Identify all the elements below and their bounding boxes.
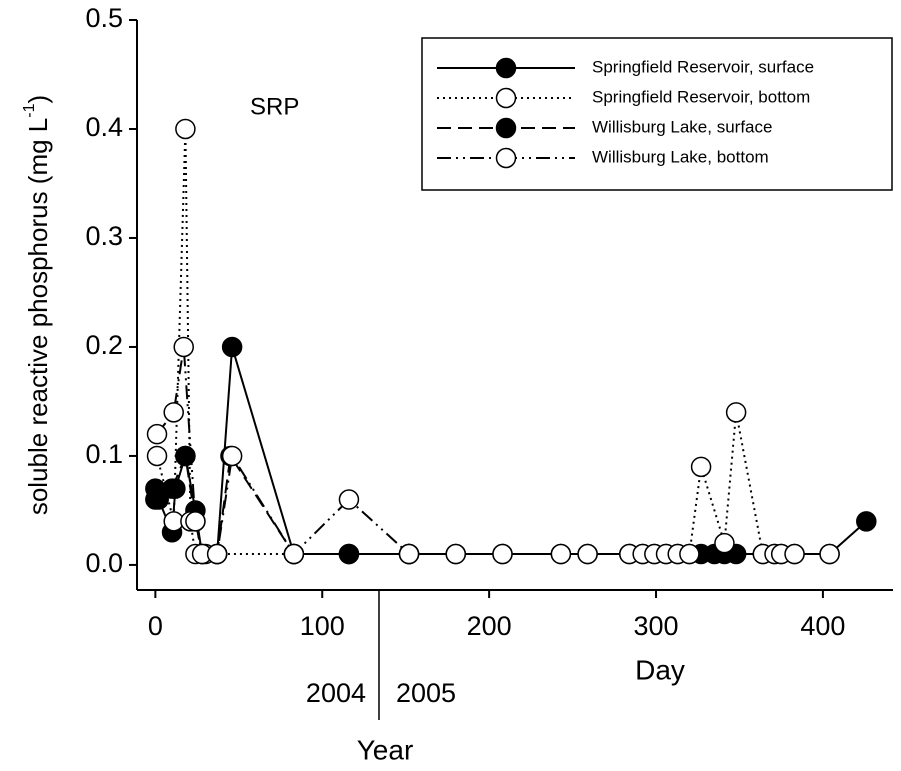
data-point — [714, 532, 735, 554]
y-tick-label: 0.4 — [85, 112, 123, 142]
data-point — [690, 456, 712, 478]
data-point — [577, 543, 598, 565]
x-tick-label: 300 — [633, 611, 678, 641]
chart-title: SRP — [250, 93, 299, 120]
y-axis-label: soluble reactive phosphorus (mg L-1) — [21, 95, 53, 515]
data-point — [146, 423, 168, 445]
data-point — [819, 543, 840, 565]
x-tick-label: 0 — [148, 611, 163, 641]
data-point — [725, 402, 747, 423]
y-tick-label: 0.2 — [85, 330, 123, 360]
series-line — [156, 128, 830, 556]
data-point — [492, 543, 513, 565]
y-axis-label-end: ) — [23, 95, 53, 104]
y-axis-label-main: soluble reactive phosphorus (mg L — [23, 118, 53, 515]
data-point — [185, 511, 206, 532]
legend-marker — [495, 117, 517, 139]
legend-marker — [495, 87, 517, 109]
data-point — [146, 445, 168, 467]
data-point — [221, 445, 243, 467]
legend-label: Springfield Reservoir, bottom — [592, 87, 810, 106]
data-point — [175, 118, 196, 140]
data-point — [398, 543, 420, 565]
data-point — [550, 543, 572, 565]
legend-label: Willisburg Lake, bottom — [592, 147, 769, 166]
data-point — [161, 478, 183, 499]
data-point — [784, 543, 805, 565]
data-point — [283, 543, 305, 565]
x-tick-label: 400 — [800, 611, 845, 641]
data-point — [445, 543, 467, 565]
x-tick-label: 200 — [467, 611, 512, 641]
data-point — [145, 489, 166, 510]
legend-marker — [495, 57, 517, 79]
data-point — [221, 336, 243, 358]
data-point — [175, 445, 196, 467]
legend-label: Willisburg Lake, surface — [592, 117, 772, 136]
y-tick-label: 0.3 — [85, 221, 123, 251]
data-point — [338, 489, 360, 510]
year-axis-label: Year — [357, 734, 414, 765]
y-tick-label: 0.0 — [85, 548, 123, 578]
x-axis-label: Day — [635, 654, 685, 685]
year-label: 2004 — [306, 678, 366, 708]
data-point — [206, 543, 228, 565]
data-point — [679, 543, 700, 565]
data-point — [173, 336, 194, 358]
legend-marker — [495, 147, 517, 169]
series-line — [154, 346, 867, 556]
data-point — [856, 511, 877, 532]
y-axis-label-sup: -1 — [21, 103, 38, 117]
y-tick-label: 0.1 — [85, 439, 123, 469]
data-point — [163, 402, 184, 423]
year-label: 2005 — [396, 678, 456, 708]
data-point — [338, 543, 360, 565]
legend-label: Springfield Reservoir, surface — [592, 57, 814, 76]
y-tick-label: 0.5 — [85, 3, 123, 33]
x-tick-label: 100 — [300, 611, 345, 641]
